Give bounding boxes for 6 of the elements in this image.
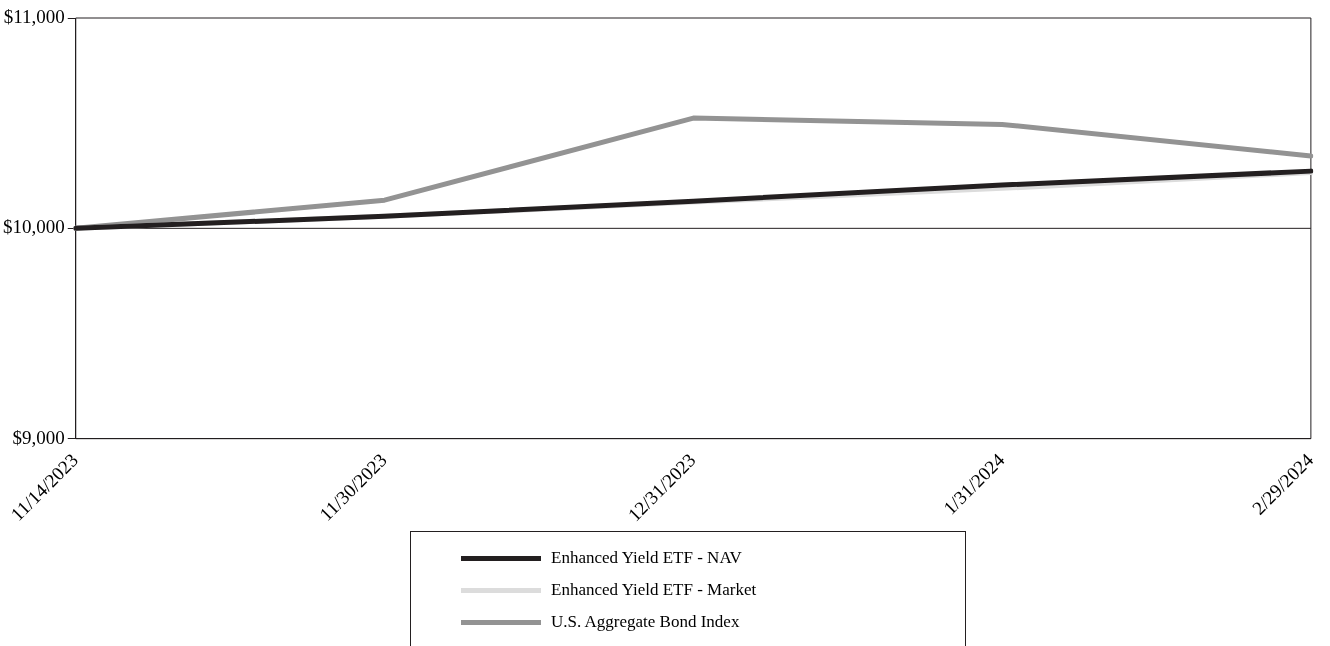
legend-label: U.S. Aggregate Bond Index xyxy=(551,612,740,632)
legend-label: Enhanced Yield ETF - NAV xyxy=(551,548,742,568)
legend-label: Enhanced Yield ETF - Market xyxy=(551,580,757,600)
y-tick-label: $9,000 xyxy=(12,426,65,448)
y-tick-label: $10,000 xyxy=(3,216,65,238)
y-tick-label: $11,000 xyxy=(3,5,65,27)
